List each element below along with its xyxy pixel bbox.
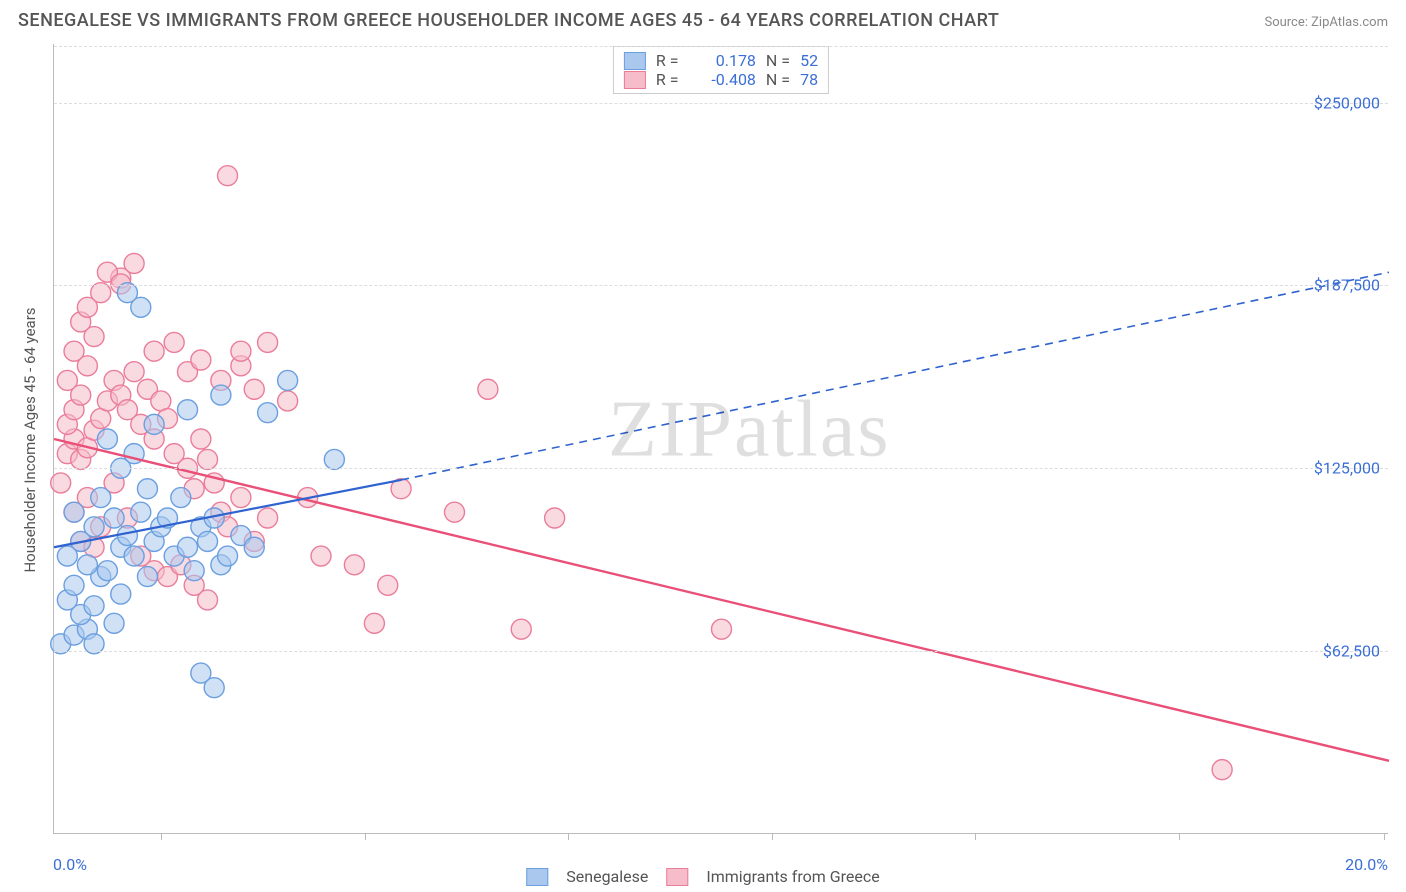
legend-n-label: N = xyxy=(766,51,790,70)
source-label: Source: ZipAtlas.com xyxy=(1264,15,1388,30)
y-tick-label: $250,000 xyxy=(1314,93,1380,112)
x-tick xyxy=(1384,833,1385,840)
x-axis-min-label: 0.0% xyxy=(53,855,87,874)
x-tick xyxy=(568,833,569,840)
y-tick-label: $125,000 xyxy=(1314,459,1380,478)
legend-r-label: R = xyxy=(656,70,686,89)
legend-label-greece: Immigrants from Greece xyxy=(706,867,879,886)
scatter-plot-svg xyxy=(54,44,1388,833)
legend-r-value-blue: 0.178 xyxy=(696,51,756,70)
y-axis-title: Householder Income Ages 45 - 64 years xyxy=(21,307,39,572)
grid-line xyxy=(54,103,1388,104)
x-tick xyxy=(1179,833,1180,840)
x-tick xyxy=(161,833,162,840)
legend-row-senegalese: R = 0.178 N = 52 xyxy=(624,51,818,70)
chart-title: SENEGALESE VS IMMIGRANTS FROM GREECE HOU… xyxy=(18,10,999,31)
x-axis-max-label: 20.0% xyxy=(1345,855,1388,874)
y-tick-label: $187,500 xyxy=(1314,276,1380,295)
legend-swatch-senegalese xyxy=(526,868,548,886)
grid-line xyxy=(54,285,1388,286)
x-tick xyxy=(975,833,976,840)
legend-label-senegalese: Senegalese xyxy=(566,867,648,886)
chart-plot-area: R = 0.178 N = 52 R = -0.408 N = 78 ZIPat… xyxy=(53,44,1388,834)
legend-n-value-blue: 52 xyxy=(800,51,818,70)
legend-r-value-pink: -0.408 xyxy=(696,70,756,89)
grid-line xyxy=(54,468,1388,469)
y-tick-label: $62,500 xyxy=(1323,642,1380,661)
legend-swatch-pink xyxy=(624,71,646,89)
correlation-legend: R = 0.178 N = 52 R = -0.408 N = 78 xyxy=(613,46,829,94)
x-tick xyxy=(772,833,773,840)
x-tick xyxy=(365,833,366,840)
legend-r-label: R = xyxy=(656,51,686,70)
series-legend: Senegalese Immigrants from Greece xyxy=(526,867,879,886)
legend-n-label: N = xyxy=(766,70,790,89)
legend-n-value-pink: 78 xyxy=(800,70,818,89)
legend-swatch-blue xyxy=(624,52,646,70)
legend-swatch-greece xyxy=(666,868,688,886)
grid-line xyxy=(54,651,1388,652)
legend-row-greece: R = -0.408 N = 78 xyxy=(624,70,818,89)
grid-line xyxy=(54,46,1388,47)
